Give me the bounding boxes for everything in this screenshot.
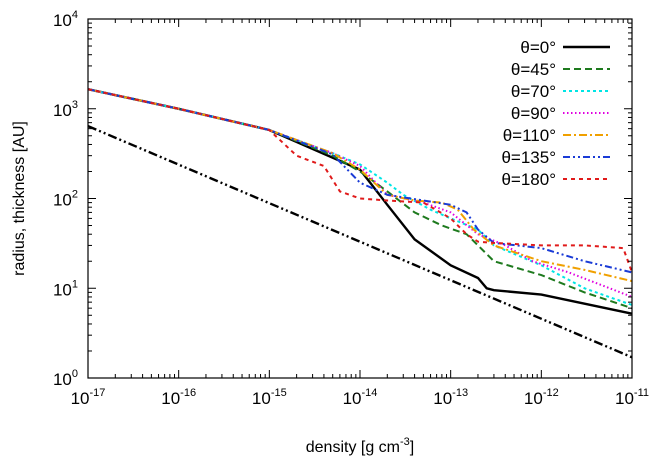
y-tick-label: 101 <box>53 278 78 299</box>
legend-label: θ=0° <box>520 38 556 57</box>
y-tick-label: 100 <box>53 368 78 389</box>
series-line-5 <box>87 88 633 274</box>
legend-label: θ=90° <box>511 104 556 123</box>
series-line-7 <box>87 124 633 359</box>
y-tick-label: 103 <box>53 99 78 120</box>
x-tick-label: 10-12 <box>524 387 559 408</box>
legend-label: θ=180° <box>501 170 556 189</box>
legend-label: θ=135° <box>501 148 556 167</box>
x-tick-label: 10-14 <box>343 387 378 408</box>
x-tick-label: 10-16 <box>161 387 196 408</box>
x-tick-label: 10-15 <box>252 387 287 408</box>
y-axis-label: radius, thickness [AU] <box>11 121 28 276</box>
legend-label: θ=45° <box>511 60 556 79</box>
x-tick-label: 10-17 <box>71 387 106 408</box>
series-line-6 <box>87 88 633 273</box>
x-tick-label: 10-13 <box>433 387 468 408</box>
y-tick-label: 102 <box>53 189 78 210</box>
legend-label: θ=70° <box>511 82 556 101</box>
y-tick-label: 104 <box>53 9 78 30</box>
legend-label: θ=110° <box>503 126 556 145</box>
x-tick-label: 10-11 <box>615 387 649 408</box>
series-line-1 <box>87 88 633 310</box>
x-axis-label: density [g cm-3] <box>306 436 415 456</box>
